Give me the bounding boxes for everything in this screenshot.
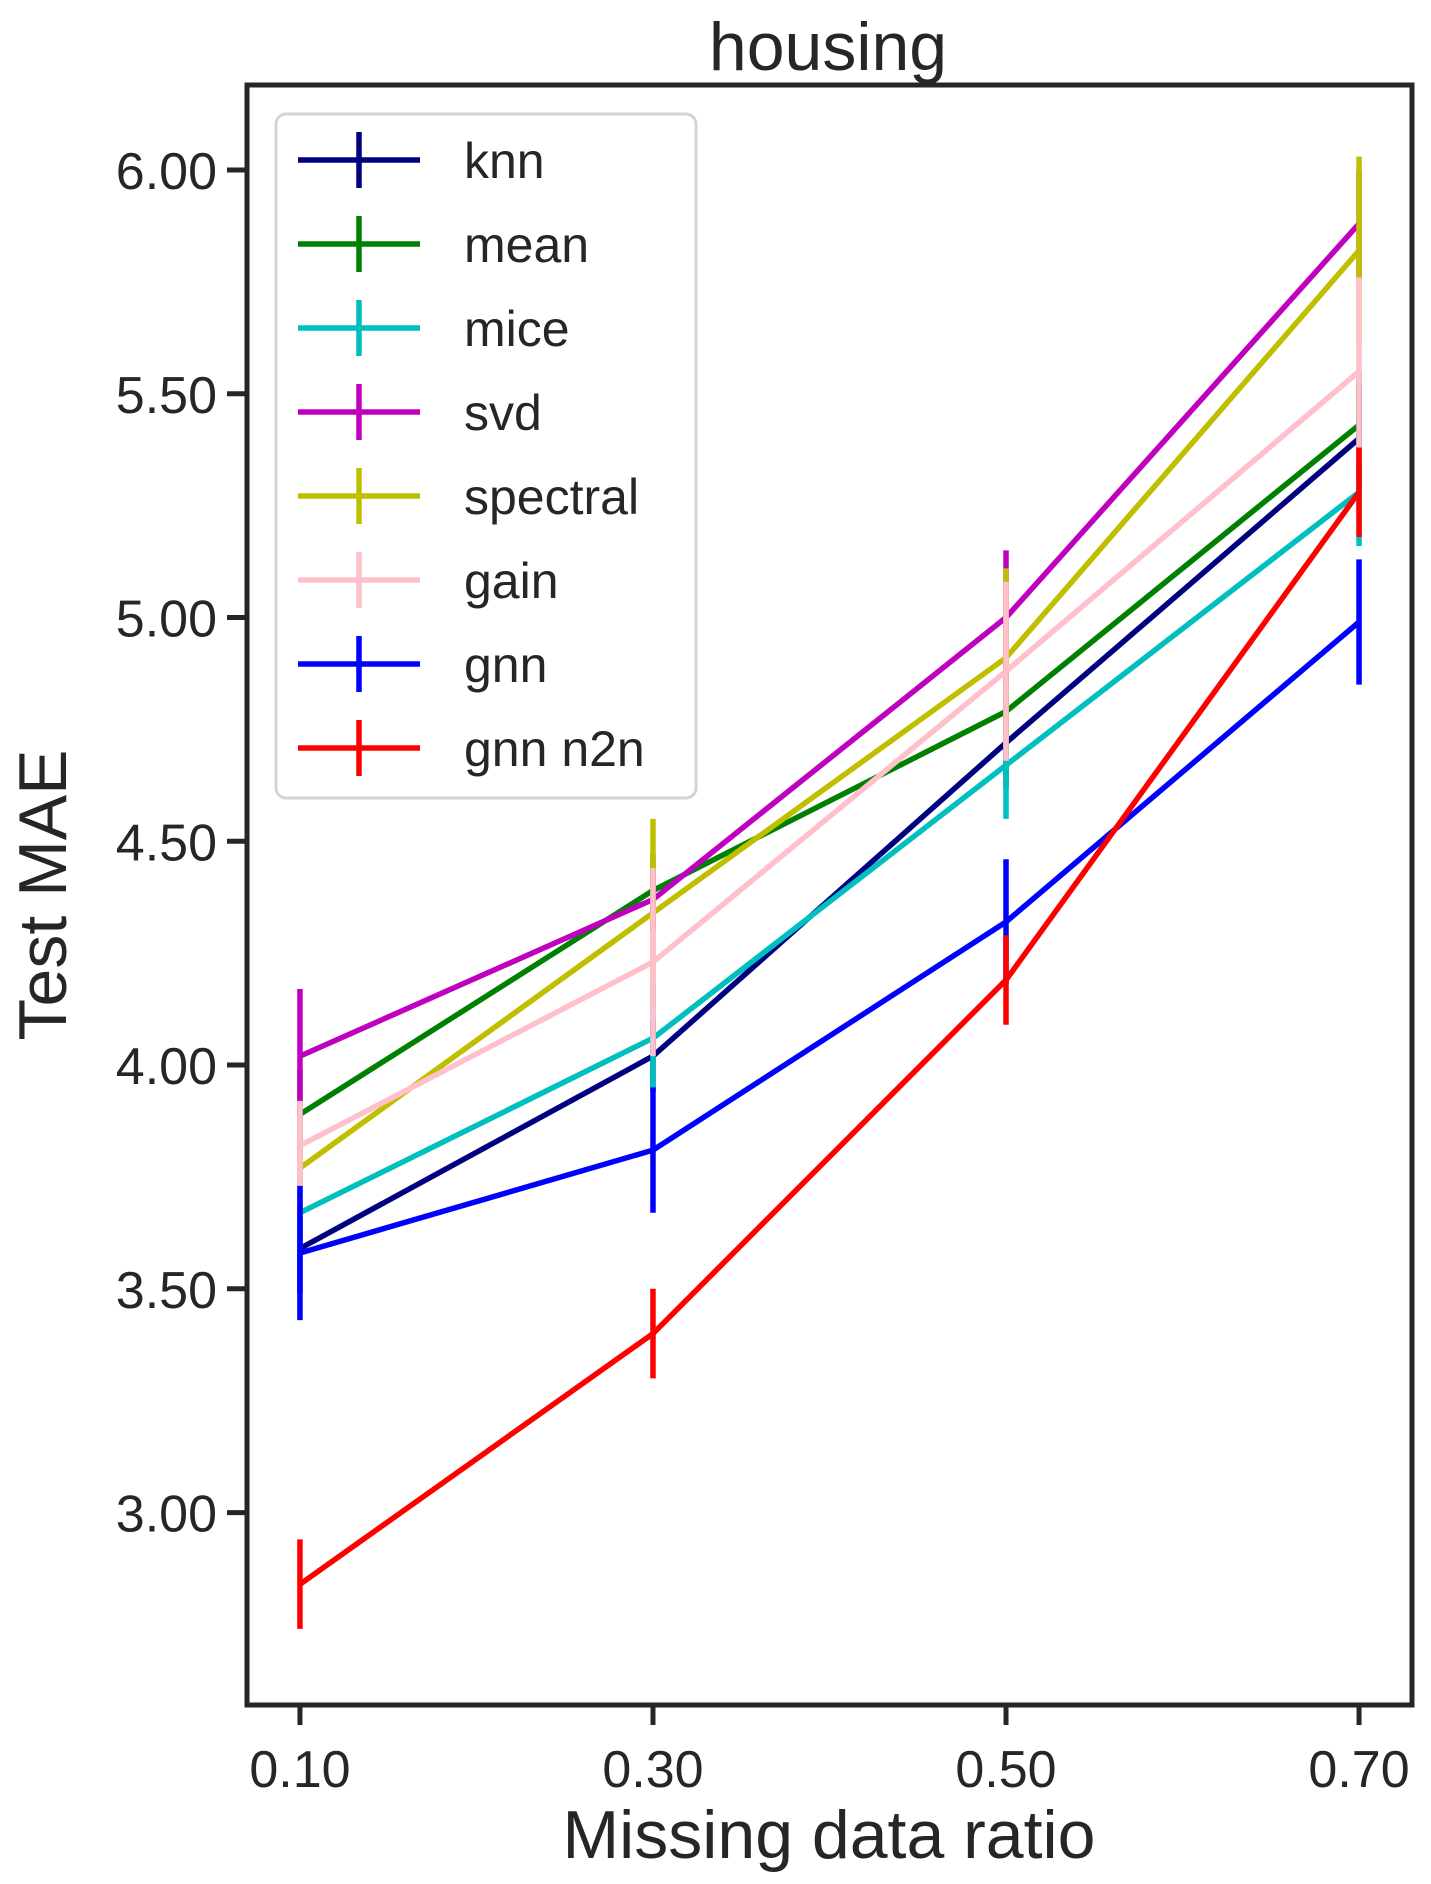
- y-tick-label: 4.50: [116, 814, 217, 872]
- y-tick-label: 3.00: [116, 1486, 217, 1544]
- legend-item-svd: svd: [298, 384, 542, 441]
- series-line-mean: [298, 422, 1361, 1117]
- legend-label: mice: [464, 301, 570, 357]
- series-line-mice: [298, 490, 1361, 1216]
- x-tick-label: 0.30: [602, 1741, 703, 1799]
- legend-label: svd: [464, 385, 542, 441]
- legend-item-knn: knn: [298, 132, 545, 189]
- legend: knn mean mice svd spectral gain gnn gnn n2n: [274, 112, 698, 800]
- legend-item-spectral: spectral: [298, 468, 639, 525]
- y-tick-label: 3.50: [116, 1262, 217, 1320]
- series-gnn-n2n: [297, 447, 1362, 1629]
- legend-label: gain: [464, 553, 559, 609]
- x-axis: 0.10 0.30 0.50 0.70: [249, 1705, 1410, 1799]
- y-tick-label: 5.50: [116, 367, 217, 425]
- series-line-gnn-n2n: [298, 490, 1362, 1587]
- x-tick-label: 0.10: [249, 1741, 350, 1799]
- y-tick-label: 5.00: [116, 591, 217, 649]
- legend-label: gnn: [464, 637, 547, 693]
- plot-frame: [244, 82, 1415, 1708]
- y-axis: 3.00 3.50 4.00 4.50 5.00 5.50 6.00: [116, 143, 247, 1544]
- series-line-gnn: [299, 619, 1361, 1256]
- legend-box: [274, 112, 698, 800]
- series-gain: [297, 277, 1362, 1191]
- legend-label: spectral: [464, 469, 639, 525]
- y-tick-label: 4.00: [116, 1038, 217, 1096]
- legend-item-mean: mean: [298, 216, 589, 273]
- legend-label: mean: [464, 217, 589, 273]
- x-tick-label: 0.50: [955, 1741, 1056, 1799]
- x-tick-label: 0.70: [1308, 1741, 1409, 1799]
- series-gnn: [297, 559, 1362, 1321]
- legend-item-gnn-n2n: gnn n2n: [298, 720, 645, 777]
- legend-item-gnn: gnn: [298, 636, 547, 693]
- y-tick-label: 6.00: [116, 143, 217, 201]
- chart-title: housing: [709, 9, 947, 85]
- legend-label: knn: [464, 133, 545, 189]
- x-axis-label: Missing data ratio: [563, 1797, 1096, 1873]
- series-line-spectral: [298, 248, 1362, 1171]
- series-line-svd: [298, 221, 1362, 1059]
- series-layer: [297, 156, 1362, 1629]
- legend-item-mice: mice: [298, 300, 570, 357]
- series-line-gain: [298, 369, 1361, 1149]
- y-axis-label: Test MAE: [5, 750, 81, 1041]
- legend-item-gain: gain: [298, 552, 559, 609]
- legend-label: gnn n2n: [464, 721, 645, 777]
